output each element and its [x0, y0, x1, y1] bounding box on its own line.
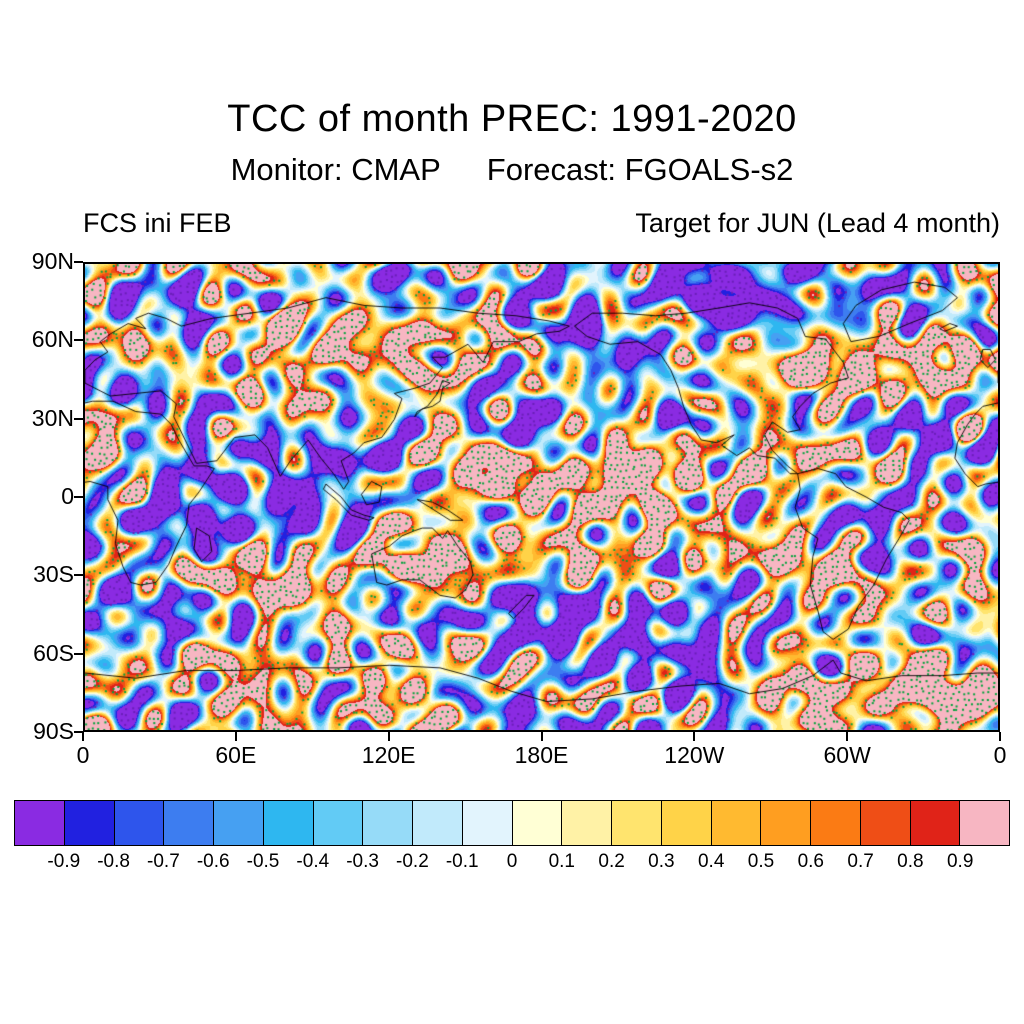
y-axis-tickmark [74, 496, 83, 498]
map-plot-area [83, 262, 1000, 732]
subtitle-forecast-label: Forecast: FGOALS-s2 [486, 152, 794, 187]
colorbar-tick-label: 0.7 [847, 851, 874, 872]
colorbar-cell [811, 801, 861, 845]
y-axis-tickmark [74, 339, 83, 342]
colorbar-cell [910, 801, 961, 845]
y-axis-tick-label: 60S [33, 639, 74, 666]
y-axis-tick-label: 0 [61, 483, 74, 509]
x-axis-tickmark [999, 732, 1001, 741]
x-axis-tick-label: 120W [664, 742, 725, 768]
correlation-map-canvas [85, 264, 998, 730]
colorbar-cell [64, 801, 115, 845]
y-axis-tick-label: 90N [31, 248, 74, 274]
colorbar-tick-label: -0.5 [246, 851, 280, 872]
colorbar-cell [860, 801, 911, 845]
y-axis-tick-label: 60N [31, 326, 74, 353]
y-axis-tick-label: 30S [33, 561, 74, 588]
chart-subtitle: Monitor: CMAP Forecast: FGOALS-s2 [0, 152, 1024, 188]
colorbar-tick-label: 0.1 [548, 851, 576, 872]
colorbar-tick-label: -0.4 [296, 851, 330, 872]
colorbar-tick-label: 0.4 [697, 851, 725, 872]
colorbar-cell [164, 801, 214, 845]
colorbar-tick-label: 0.5 [747, 851, 775, 872]
x-axis-tick-label: 120E [361, 742, 416, 768]
colorbar-tick-label: -0.3 [346, 851, 379, 872]
colorbar-cell [363, 801, 413, 845]
x-axis-tickmark [540, 732, 543, 741]
colorbar-tick-label: 0.9 [946, 851, 974, 872]
chart-title: TCC of month PREC: 1991-2020 [227, 98, 797, 140]
x-axis-tick-label: 0 [993, 742, 1007, 768]
x-axis-tick-label: 60E [215, 742, 257, 768]
colorbar-cell [661, 801, 712, 845]
colorbar-tick-label: 0.3 [648, 851, 675, 872]
colorbar-tick-label: -0.8 [97, 851, 130, 872]
colorbar-tick-label: -0.2 [396, 851, 429, 872]
x-axis-tick-label: 60W [823, 742, 871, 768]
colorbar-cell [512, 801, 563, 845]
colorbar-tick-label: -0.6 [196, 851, 230, 872]
y-axis-tickmark [74, 731, 83, 733]
colorbar-tick-label: 0.8 [897, 851, 924, 872]
colorbar-cell [761, 801, 811, 845]
x-axis-tick-label: 0 [76, 742, 90, 768]
panel-labels: FCS ini FEB Target for JUN (Lead 4 month… [83, 208, 1000, 239]
colorbar-cell [413, 801, 463, 845]
x-axis-tick-label: 180E [514, 742, 569, 768]
colorbar-cell [612, 801, 662, 845]
colorbar-tick-label: -0.7 [147, 851, 180, 872]
y-axis-tick-label: 90S [33, 718, 74, 744]
colorbar-cell [214, 801, 264, 845]
y-axis-tick-label: 30N [31, 404, 74, 431]
colorbar-tick-label: 0.2 [598, 851, 625, 872]
colorbar-cell [263, 801, 314, 845]
colorbar-cell [313, 801, 364, 845]
x-axis-tickmark [846, 732, 849, 741]
colorbar-cell [711, 801, 762, 845]
x-axis-tickmark [82, 732, 84, 741]
colorbar [14, 800, 1010, 846]
x-axis-tickmark [387, 732, 390, 741]
y-axis-tickmark [74, 417, 83, 420]
colorbar-cell [15, 801, 65, 845]
colorbar-tick-label: 0 [506, 851, 518, 872]
colorbar-tick-label: 0.6 [797, 851, 825, 872]
x-axis-tickmark [693, 732, 696, 741]
y-axis-tickmark [74, 574, 83, 577]
colorbar-cell [114, 801, 165, 845]
colorbar-tick-label: -0.9 [47, 851, 81, 872]
panel-init-label: FCS ini FEB [83, 208, 232, 238]
panel-target-label: Target for JUN (Lead 4 month) [635, 208, 1000, 238]
y-axis-tickmark [74, 261, 83, 263]
colorbar-cell [562, 801, 612, 845]
y-axis-tickmark [74, 652, 83, 655]
colorbar-cell [960, 801, 1009, 845]
colorbar-cell [462, 801, 513, 845]
x-axis-tickmark [234, 732, 237, 741]
colorbar-tick-label: -0.1 [445, 851, 479, 872]
subtitle-monitor-label: Monitor: CMAP [230, 152, 441, 187]
